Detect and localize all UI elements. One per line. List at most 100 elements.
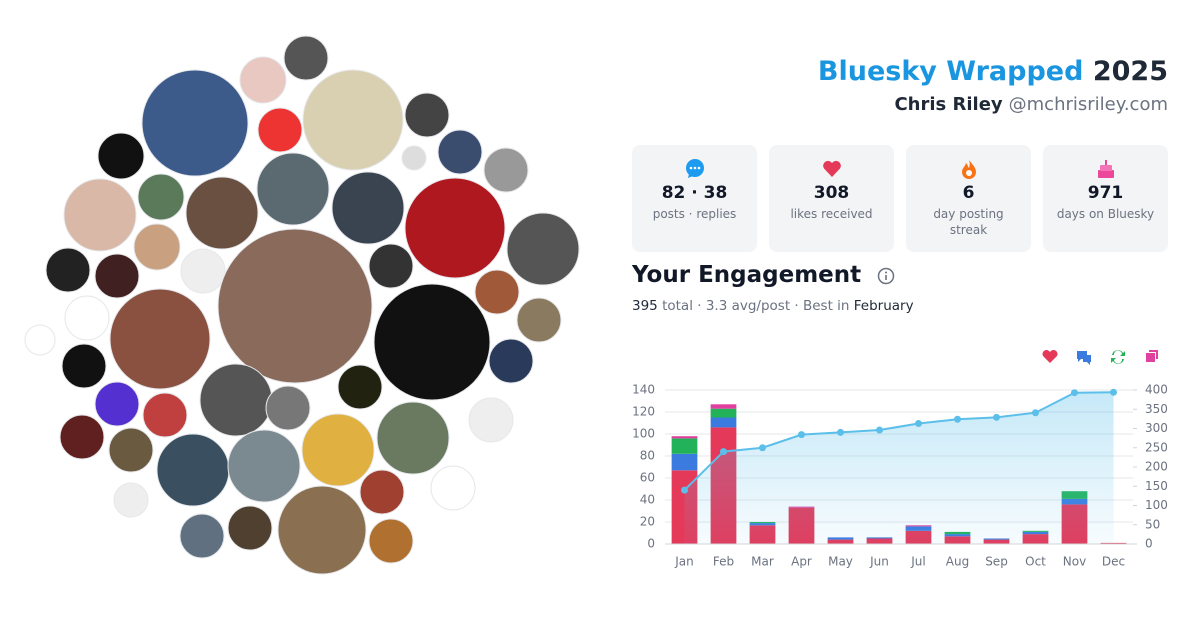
- user: Chris Riley @mchrisriley.com: [894, 94, 1168, 115]
- avatar[interactable]: [376, 401, 450, 475]
- line-point: [1032, 409, 1039, 417]
- y2-tick-label: 400: [1145, 383, 1168, 397]
- y-tick-label: 0: [647, 537, 655, 551]
- avatar[interactable]: [109, 288, 211, 390]
- stat-value: 971: [1087, 183, 1124, 203]
- avatar[interactable]: [283, 35, 329, 81]
- line-area: [684, 392, 1114, 544]
- avatar[interactable]: [97, 132, 145, 180]
- line-point: [915, 419, 922, 427]
- avatar[interactable]: [401, 145, 427, 171]
- year: 2025: [1092, 56, 1168, 87]
- stat-label: days on Bluesky: [1056, 207, 1155, 221]
- avatar[interactable]: [516, 297, 562, 343]
- avatar[interactable]: [63, 178, 137, 252]
- avatar[interactable]: [373, 283, 491, 401]
- line-point: [759, 444, 766, 452]
- avatar[interactable]: [368, 243, 414, 289]
- y-tick-label: 100: [632, 427, 655, 441]
- avatar[interactable]: [488, 338, 534, 384]
- summary-best: February: [853, 298, 914, 314]
- line-point: [681, 486, 688, 494]
- avatar[interactable]: [227, 505, 273, 551]
- avatar[interactable]: [506, 212, 580, 286]
- info-icon[interactable]: [877, 267, 895, 285]
- avatar[interactable]: [142, 392, 188, 438]
- avatar[interactable]: [217, 228, 373, 384]
- y-tick-label: 20: [640, 515, 655, 529]
- title: Bluesky Wrapped 2025: [818, 56, 1168, 87]
- bar-segment: [710, 408, 737, 418]
- x-tick-label: May: [828, 555, 853, 569]
- avatar[interactable]: [483, 147, 529, 193]
- avatar[interactable]: [468, 397, 514, 443]
- avatar[interactable]: [277, 485, 367, 575]
- avatar[interactable]: [256, 152, 330, 226]
- x-tick-label: Jun: [869, 555, 889, 569]
- x-tick-label: Oct: [1025, 555, 1046, 569]
- bar-segment: [710, 417, 737, 428]
- avatar[interactable]: [185, 176, 259, 250]
- avatar[interactable]: [24, 324, 56, 356]
- y-tick-label: 120: [632, 405, 655, 419]
- stat-card: 971 days on Bluesky: [1043, 145, 1168, 252]
- avatar[interactable]: [108, 427, 154, 473]
- avatar[interactable]: [301, 413, 375, 487]
- avatar[interactable]: [337, 364, 383, 410]
- legend-icon[interactable]: [1146, 350, 1158, 362]
- avatar[interactable]: [113, 482, 149, 518]
- x-tick-label: Feb: [713, 555, 734, 569]
- legend-icon[interactable]: [1077, 351, 1091, 365]
- avatar[interactable]: [359, 469, 405, 515]
- y2-tick-label: 350: [1145, 402, 1168, 416]
- avatar[interactable]: [227, 429, 301, 503]
- x-tick-label: Jan: [674, 555, 694, 569]
- y2-tick-label: 300: [1145, 421, 1168, 435]
- avatar[interactable]: [404, 177, 506, 279]
- avatar[interactable]: [368, 518, 414, 564]
- avatar[interactable]: [94, 381, 140, 427]
- avatar[interactable]: [180, 248, 226, 294]
- avatar[interactable]: [331, 171, 405, 245]
- avatar[interactable]: [474, 269, 520, 315]
- line-point: [876, 426, 883, 434]
- avatar[interactable]: [45, 247, 91, 293]
- avatar[interactable]: [404, 92, 450, 138]
- avatar[interactable]: [302, 69, 404, 171]
- summary-text: total · 3.3 avg/post · Best in: [662, 298, 850, 314]
- avatar[interactable]: [141, 69, 249, 177]
- bar-segment: [710, 404, 737, 409]
- stat-icon: [822, 160, 841, 177]
- user-name: Chris Riley: [894, 94, 1003, 115]
- avatar[interactable]: [265, 385, 311, 431]
- avatar[interactable]: [179, 513, 225, 559]
- avatar[interactable]: [133, 223, 181, 271]
- avatar[interactable]: [64, 295, 110, 341]
- summary: 395 total · 3.3 avg/post · Best in Febru…: [632, 298, 914, 314]
- avatar[interactable]: [59, 414, 105, 460]
- line-point: [798, 431, 805, 439]
- section-title: Your Engagement: [632, 262, 895, 288]
- avatar[interactable]: [437, 129, 483, 175]
- line-point: [1071, 389, 1078, 397]
- y2-tick-label: 150: [1145, 479, 1168, 493]
- user-handle[interactable]: @mchrisriley.com: [1008, 94, 1168, 115]
- avatar[interactable]: [430, 465, 476, 511]
- summary-total: 395: [632, 298, 658, 314]
- bar-segment: [671, 453, 698, 471]
- x-tick-label: Aug: [946, 555, 969, 569]
- avatar[interactable]: [137, 173, 185, 221]
- avatar[interactable]: [239, 56, 287, 104]
- avatar[interactable]: [61, 343, 107, 389]
- avatar[interactable]: [94, 253, 140, 299]
- stat-value: 6: [962, 183, 975, 203]
- avatar[interactable]: [257, 107, 303, 153]
- x-tick-label: Nov: [1063, 555, 1086, 569]
- x-tick-label: Dec: [1102, 555, 1125, 569]
- y-tick-label: 140: [632, 383, 655, 397]
- stat-label: likes received: [790, 207, 873, 221]
- legend-icon[interactable]: [1111, 350, 1125, 364]
- legend-icon[interactable]: [1042, 349, 1058, 363]
- x-tick-label: Sep: [985, 555, 1008, 569]
